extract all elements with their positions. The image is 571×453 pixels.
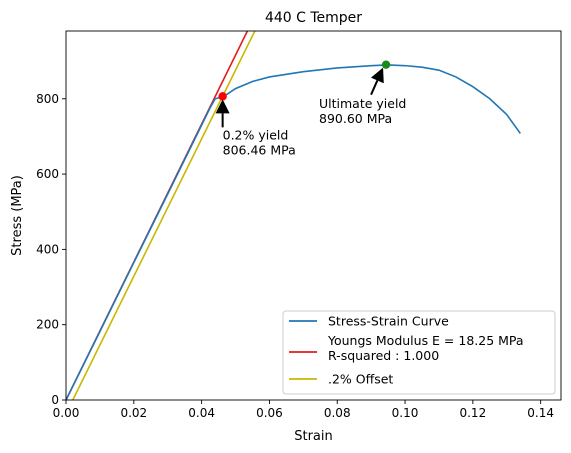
x-tick-label: 0.12 [459,406,486,420]
x-tick-label: 0.10 [392,406,419,420]
x-tick-label: 0.14 [527,406,554,420]
yield-point-marker [218,92,227,101]
y-tick-label: 600 [36,167,59,181]
x-axis-label: Strain [294,429,333,444]
x-tick-label: 0.04 [188,406,215,420]
chart-title: 440 C Temper [265,10,362,26]
yield-annotation-text: 806.46 MPa [223,142,296,157]
x-tick-label: 0.08 [324,406,351,420]
legend-label: Youngs Modulus E = 18.25 MPa [327,333,524,348]
y-axis-label: Stress (MPa) [10,175,25,256]
legend-label: .2% Offset [328,372,393,387]
yield-arrow [215,99,230,128]
y-tick-label: 200 [36,318,59,332]
x-tick-label: 0.02 [120,406,147,420]
plot-area-frame [65,30,562,401]
series-line-0 [66,64,521,400]
y-tick-label: 800 [36,92,59,106]
legend-label: Stress-Strain Curve [328,314,449,329]
y-tick-label: 400 [36,242,59,256]
yield-annotation-text: 0.2% yield [223,127,289,142]
x-tick-label: 0.00 [53,406,80,420]
legend-label: R-squared : 1.000 [328,348,439,363]
ultimate-annotation-text: 890.60 MPa [319,111,392,126]
legend: Stress-Strain Curve Youngs Modulus E = 18… [282,310,556,395]
y-tick-label: 0 [51,393,59,407]
ultimate-point-marker [381,60,391,69]
x-tick-label: 0.06 [256,406,283,420]
ultimate-annotation-text: Ultimate yield [319,96,406,111]
ultimate-arrow [370,67,384,96]
series-line-2 [72,31,256,400]
